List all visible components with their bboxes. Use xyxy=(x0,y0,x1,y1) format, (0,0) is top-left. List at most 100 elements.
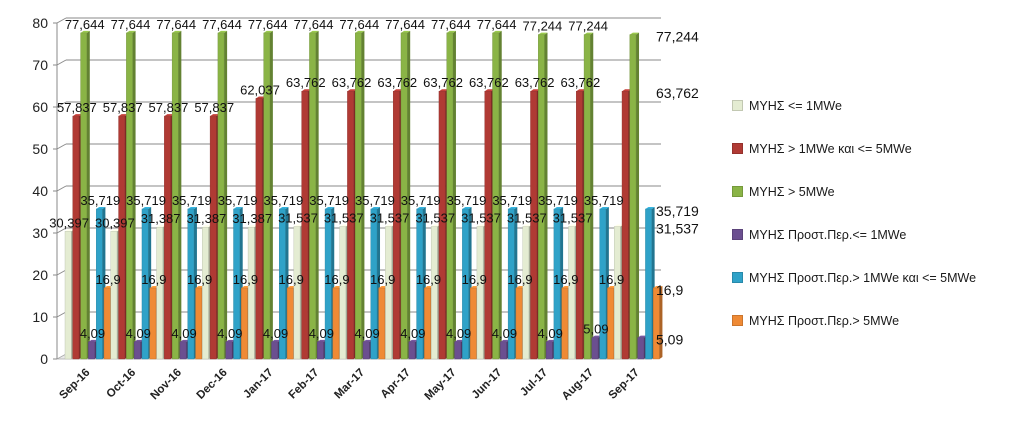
bar-top xyxy=(126,30,136,33)
bar xyxy=(309,32,316,360)
bar xyxy=(217,32,225,360)
legend-item: ΜΥΗΣ Προστ.Περ.> 5MWe xyxy=(732,299,1022,342)
bar-top xyxy=(72,114,82,117)
bar-side xyxy=(544,32,548,360)
bar xyxy=(553,208,561,360)
bar-top xyxy=(622,89,632,92)
bar-top xyxy=(263,30,273,33)
data-label: 16,9 xyxy=(233,272,258,287)
data-label: 35,719 xyxy=(80,193,120,208)
bar xyxy=(332,287,340,360)
data-label: 77,644 xyxy=(477,17,517,32)
bar-top xyxy=(576,89,586,92)
bar-side xyxy=(361,30,365,359)
data-label: 30,397 xyxy=(49,215,89,230)
bar xyxy=(446,32,454,360)
legend-swatch xyxy=(732,229,743,240)
data-label: 63,762 xyxy=(656,85,699,101)
data-label: 35,719 xyxy=(309,193,349,208)
bar-top xyxy=(317,339,327,342)
data-label: 63,762 xyxy=(286,75,326,90)
bar-top xyxy=(164,114,174,117)
x-tick-label: Sep-16 xyxy=(57,367,92,402)
y-tick-label: 50 xyxy=(32,141,48,157)
data-label: 16,9 xyxy=(187,272,212,287)
data-label: 35,719 xyxy=(656,203,699,219)
bar xyxy=(476,226,484,360)
bar xyxy=(64,231,72,360)
bar xyxy=(637,337,645,360)
bar-top xyxy=(584,32,594,35)
bar-top xyxy=(637,335,647,338)
x-tick-label: Dec-16 xyxy=(195,367,230,402)
bar xyxy=(126,32,133,360)
bar xyxy=(430,226,438,360)
data-label: 16,9 xyxy=(95,272,120,287)
bar xyxy=(583,34,591,360)
bar xyxy=(424,287,431,360)
y-tick-label: 10 xyxy=(32,309,48,325)
bar-top xyxy=(279,206,289,209)
bar xyxy=(400,32,408,360)
bar xyxy=(392,90,400,360)
y-tick-label: 60 xyxy=(32,99,48,115)
bar xyxy=(202,226,209,360)
bar-side xyxy=(86,30,90,359)
data-label: 77,644 xyxy=(156,17,196,32)
bar xyxy=(438,90,446,360)
bar xyxy=(103,287,111,360)
gridline-slant xyxy=(56,185,67,192)
y-tick-label: 40 xyxy=(32,183,48,199)
bar-top xyxy=(271,339,281,342)
bar-top xyxy=(110,229,120,232)
bar-top xyxy=(614,224,624,227)
bar-side xyxy=(498,30,502,359)
bar xyxy=(72,115,80,360)
bar-top xyxy=(172,30,182,33)
data-label: 4,09 xyxy=(446,326,471,341)
legend-label: ΜΥΗΣ > 1MWe και <= 5MWe xyxy=(749,141,912,156)
data-label: 31,387 xyxy=(141,211,181,226)
bar xyxy=(141,208,149,360)
bar xyxy=(515,287,523,360)
legend-swatch xyxy=(732,100,743,111)
bar xyxy=(164,115,171,360)
bar xyxy=(621,90,629,360)
data-label: 31,537 xyxy=(507,211,547,226)
data-label: 62,037 xyxy=(240,82,280,97)
data-label: 16,9 xyxy=(370,272,395,287)
x-tick-label: Apr-17 xyxy=(379,367,413,401)
bar-top xyxy=(325,206,335,209)
data-label: 77,644 xyxy=(202,17,242,32)
gridline-slant xyxy=(56,311,67,318)
gridline-slant xyxy=(56,17,67,24)
data-label: 35,719 xyxy=(172,193,212,208)
bar xyxy=(149,287,157,360)
bar xyxy=(88,341,95,360)
bar-top xyxy=(530,89,540,92)
bar-top xyxy=(141,206,152,209)
bar-side xyxy=(407,30,411,359)
bar-top xyxy=(522,224,532,227)
bar-top xyxy=(385,224,395,227)
bar-top xyxy=(96,206,106,209)
bar xyxy=(209,115,217,360)
bar xyxy=(614,226,621,360)
data-label: 16,9 xyxy=(553,272,578,287)
data-label: 4,09 xyxy=(126,326,151,341)
data-label: 35,719 xyxy=(584,193,624,208)
data-label: 63,762 xyxy=(423,75,463,90)
data-label: 77,644 xyxy=(385,17,425,32)
data-label: 31,537 xyxy=(370,211,410,226)
x-tick-label: Mar-17 xyxy=(332,367,367,402)
bar xyxy=(462,208,469,360)
bar-top xyxy=(553,206,564,209)
bar-top xyxy=(347,89,357,92)
data-label: 16,9 xyxy=(324,272,349,287)
y-tick-label: 70 xyxy=(32,57,48,73)
bar-top xyxy=(484,89,494,92)
gridline-slant xyxy=(56,227,67,234)
data-label: 77,644 xyxy=(248,17,288,32)
data-label: 4,09 xyxy=(217,326,242,341)
data-label: 77,244 xyxy=(523,19,563,34)
